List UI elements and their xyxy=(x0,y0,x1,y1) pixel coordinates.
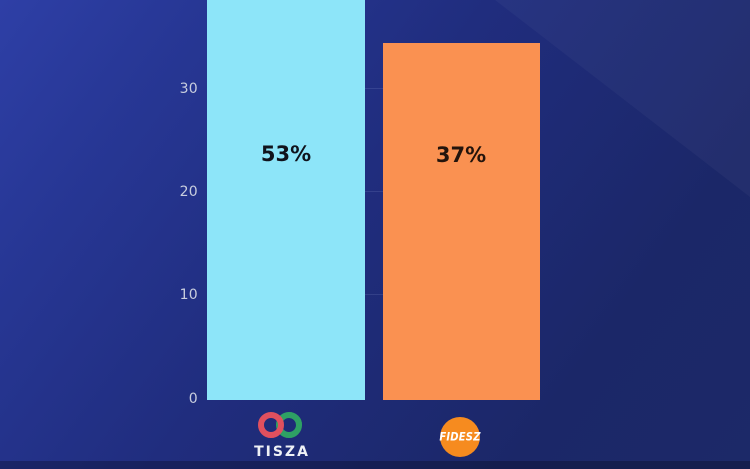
y-tick-10: 10 xyxy=(179,287,198,303)
bottom-dark-strip xyxy=(0,461,750,469)
y-tick-20: 20 xyxy=(179,184,198,200)
gridline-30 xyxy=(207,88,540,89)
y-tick-0: 0 xyxy=(188,391,198,407)
tisza-infinity-logo-icon xyxy=(258,412,302,438)
gridline-20 xyxy=(207,191,540,192)
bar-tisza xyxy=(207,0,365,400)
fidesz-logo-icon: FIDESZ xyxy=(439,417,481,457)
y-tick-30: 30 xyxy=(179,81,198,97)
gridline-10 xyxy=(207,294,540,295)
bar-fidesz xyxy=(383,43,540,400)
bar-value-fidesz: 37% xyxy=(435,143,487,167)
tisza-legend-label: TISZA xyxy=(254,444,310,460)
bar-value-tisza: 53% xyxy=(260,142,312,166)
fidesz-logo-text: FIDESZ xyxy=(439,430,481,444)
